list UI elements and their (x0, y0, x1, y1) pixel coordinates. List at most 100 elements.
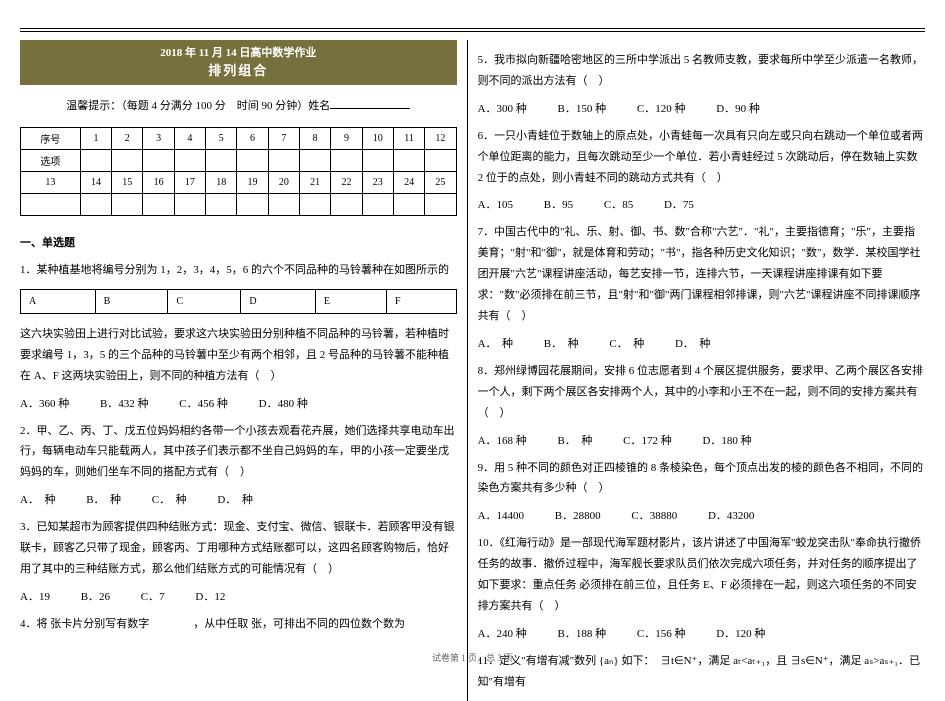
opt-b: B．95 (544, 196, 573, 212)
opt-d: D．43200 (708, 507, 754, 523)
q1-grid-cell: A (21, 289, 96, 313)
grid-cell: 5 (206, 128, 237, 150)
grid-cell: 11 (393, 128, 424, 150)
opt-b: B．26 (81, 588, 110, 604)
grid-cell (206, 150, 237, 172)
opt-a: A．168 种 (478, 432, 527, 448)
opt-c: C．172 种 (623, 432, 672, 448)
header-line2: 排列组合 (20, 60, 457, 79)
grid-cell (80, 194, 111, 216)
question-3-text: 3．已知某超市为顾客提供四种结账方式：现金、支付宝、微信、银联卡．若顾客甲没有银… (20, 517, 457, 580)
question-2-options: A． 种 B． 种 C． 种 D． 种 (20, 491, 457, 507)
grid-cell (425, 150, 456, 172)
grid-cell (206, 194, 237, 216)
name-blank (330, 108, 410, 109)
grid-cell (237, 150, 268, 172)
grid-cell: 4 (174, 128, 205, 150)
question-9-options: A．14400 B．28800 C．38880 D．43200 (478, 507, 925, 523)
opt-c: C．85 (604, 196, 633, 212)
page-footer: 试卷第 1 页，总 3 页 (0, 651, 945, 664)
grid-cell (112, 150, 143, 172)
opt-a: A．19 (20, 588, 50, 604)
q1-grid-cell: F (387, 289, 457, 313)
grid-cell: 20 (268, 172, 299, 194)
opt-b: B． 种 (544, 335, 579, 351)
opt-c: C．7 (141, 588, 165, 604)
grid-cell (112, 194, 143, 216)
opt-c: C．456 种 (179, 395, 228, 411)
q1-grid-cell: C (168, 289, 241, 313)
grid-cell: 2 (112, 128, 143, 150)
grid-cell (299, 150, 330, 172)
grid-cell (299, 194, 330, 216)
opt-a: A．240 种 (478, 625, 527, 641)
grid-cell: 12 (425, 128, 456, 150)
grid-cell (174, 194, 205, 216)
opt-b: B． 种 (86, 491, 121, 507)
opt-d: D．480 种 (259, 395, 308, 411)
grid-cell: 23 (362, 172, 393, 194)
grid-cell (362, 194, 393, 216)
opt-b: B．432 种 (100, 395, 149, 411)
grid-cell (331, 194, 362, 216)
question-8-options: A．168 种 B． 种 C．172 种 D．180 种 (478, 432, 925, 448)
grid-cell (143, 150, 174, 172)
question-8-text: 8．郑州绿博园花展期间，安排 6 位志愿者到 4 个展区提供服务，要求甲、乙两个… (478, 361, 925, 424)
question-5-text: 5．我市拟向新疆哈密地区的三所中学派出 5 名教师支教，要求每所中学至少派遣一名… (478, 50, 925, 92)
grid-cell: 8 (299, 128, 330, 150)
opt-d: D．75 (664, 196, 694, 212)
assignment-header: 2018 年 11 月 14 日高中数学作业 排列组合 (20, 40, 457, 85)
grid-cell: 15 (112, 172, 143, 194)
opt-c: C．38880 (631, 507, 677, 523)
opt-c: C． 种 (152, 491, 187, 507)
question-2-text: 2．甲、乙、丙、丁、戊五位妈妈相约各带一个小孩去观看花卉展，她们选择共享电动车出… (20, 421, 457, 484)
hint-line: 温馨提示：（每题 4 分满分 100 分 时间 90 分钟）姓名 (20, 97, 457, 113)
opt-b: B． 种 (558, 432, 593, 448)
grid-cell: 10 (362, 128, 393, 150)
opt-d: D．12 (195, 588, 225, 604)
grid-cell (174, 150, 205, 172)
grid-cell: 16 (143, 172, 174, 194)
grid-cell: 18 (206, 172, 237, 194)
opt-a: A．105 (478, 196, 513, 212)
grid-cell: 24 (393, 172, 424, 194)
opt-a: A．360 种 (20, 395, 69, 411)
question-6-text: 6．一只小青蛙位于数轴上的原点处，小青蛙每一次具有只向左或只向右跳动一个单位或者… (478, 126, 925, 189)
hint-text: 温馨提示：（每题 4 分满分 100 分 时间 90 分钟）姓名 (66, 100, 330, 112)
opt-d: D． 种 (675, 335, 710, 351)
opt-d: D． 种 (217, 491, 252, 507)
question-5-options: A．300 种 B．150 种 C．120 种 D．90 种 (478, 100, 925, 116)
grid-cell (393, 150, 424, 172)
grid-cell (268, 194, 299, 216)
grid-cell: 6 (237, 128, 268, 150)
grid-cell: 25 (425, 172, 456, 194)
question-4-text: 4．将 张卡片分别写有数字 ，从中任取 张，可排出不同的四位数个数为 (20, 614, 457, 635)
grid-cell: 9 (331, 128, 362, 150)
question-1-text: 1．某种植基地将编号分别为 1，2，3，4，5，6 的六个不同品种的马铃薯种在如… (20, 260, 457, 281)
opt-d: D．120 种 (716, 625, 765, 641)
grid-label: 选项 (21, 150, 81, 172)
opt-d: D．90 种 (716, 100, 760, 116)
grid-cell (331, 150, 362, 172)
question-9-text: 9．用 5 种不同的颜色对正四棱锥的 8 条棱染色，每个顶点出发的棱的颜色各不相… (478, 458, 925, 500)
opt-c: C．156 种 (637, 625, 686, 641)
question-1-grid: A B C D E F (20, 289, 457, 314)
grid-cell (21, 194, 81, 216)
opt-b: B．150 种 (558, 100, 607, 116)
question-3-options: A．19 B．26 C．7 D．12 (20, 588, 457, 604)
grid-cell (393, 194, 424, 216)
q1-grid-cell: D (241, 289, 316, 313)
opt-c: C．120 种 (637, 100, 686, 116)
grid-cell: 1 (80, 128, 111, 150)
opt-a: A．300 种 (478, 100, 527, 116)
header-line1: 2018 年 11 月 14 日高中数学作业 (20, 44, 457, 60)
q1-grid-cell: E (315, 289, 386, 313)
opt-c: C． 种 (609, 335, 644, 351)
grid-cell (237, 194, 268, 216)
grid-cell: 19 (237, 172, 268, 194)
question-10-text: 10．《红海行动》是一部现代海军题材影片，该片讲述了中国海军"蛟龙突击队"奉命执… (478, 533, 925, 617)
question-6-options: A．105 B．95 C．85 D．75 (478, 196, 925, 212)
grid-cell (425, 194, 456, 216)
opt-a: A． 种 (478, 335, 513, 351)
grid-cell (268, 150, 299, 172)
